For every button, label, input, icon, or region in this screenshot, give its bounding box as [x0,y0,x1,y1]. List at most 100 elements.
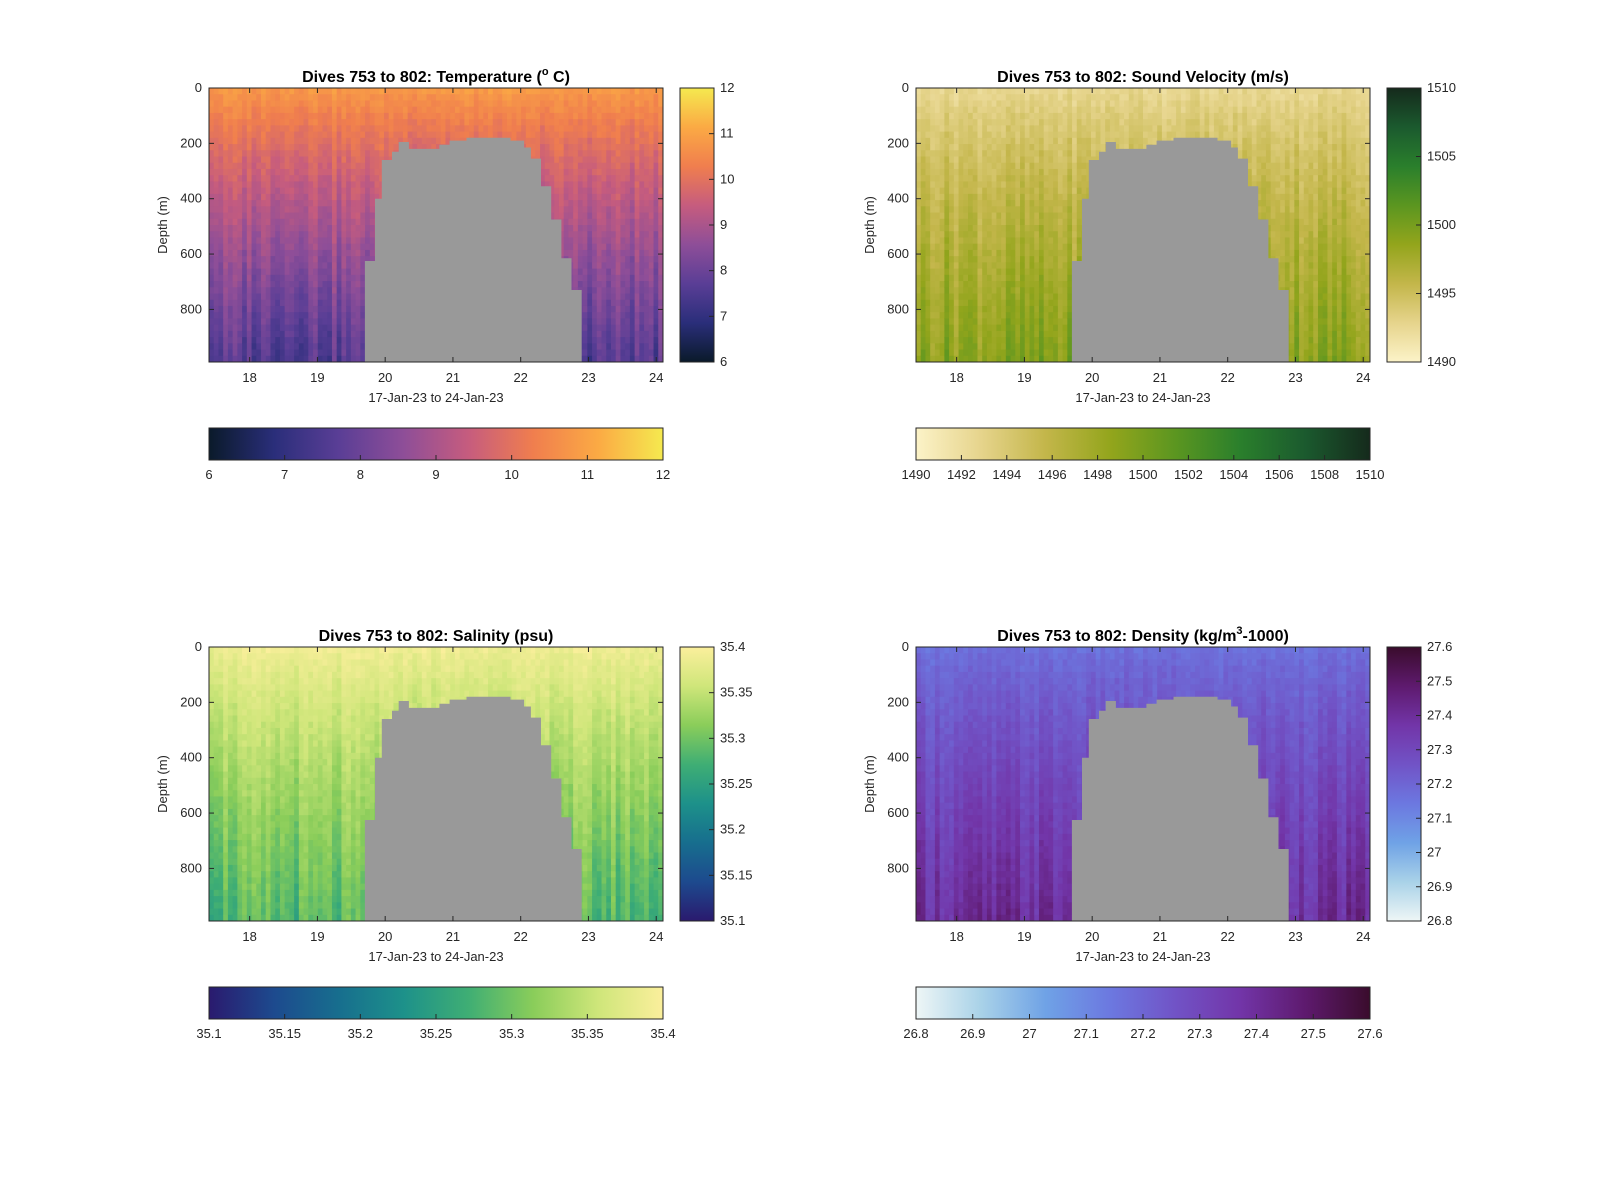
heatmap-cell [454,106,461,114]
heatmap-cell [331,206,338,214]
heatmap-cell [986,256,993,263]
heatmap-cell [944,231,950,239]
heatmap-cell [563,249,570,257]
heatmap-cell [958,305,964,313]
heatmap-cell [563,212,570,220]
heatmap-cell [958,299,964,307]
heatmap-cell [270,293,276,301]
heatmap-cell [920,212,927,220]
heatmap-cell [417,112,423,120]
heatmap-cell [558,218,565,226]
heatmap-cell [592,256,598,263]
heatmap-cell [658,131,663,139]
heatmap-cell [497,125,503,133]
heatmap-cell [289,293,295,301]
heatmap-cell [644,150,650,158]
heatmap-cell [232,355,238,362]
heatmap-cell [209,175,215,183]
heatmap-cell [596,168,603,176]
heatmap-cell [251,162,257,170]
heatmap-cell [232,144,238,151]
heatmap-cell [944,330,950,338]
heatmap-cell [648,119,655,126]
heatmap-cell [232,249,238,257]
heatmap-cell [972,181,979,189]
heatmap-cell [648,343,655,351]
heatmap-cell [920,237,927,245]
heatmap-cell [279,225,286,232]
heatmap-cell [549,150,555,158]
heatmap-cell [549,175,555,183]
heatmap-cell [982,100,988,108]
heatmap-cell [582,305,588,313]
heatmap-cell [986,324,993,332]
heatmap-cell [279,237,286,245]
heatmap-cell [294,355,300,362]
heatmap-cell [592,156,598,164]
heatmap-cell [313,349,319,357]
heatmap-cell [350,212,357,220]
heatmap-cell [629,281,636,288]
heatmap-cell [213,262,220,270]
heatmap-cell [223,131,229,139]
heatmap-cell [298,200,305,207]
heatmap-cell [454,119,461,126]
heatmap-cell [275,256,281,263]
heatmap-cell [601,206,607,214]
heatmap-cell [497,106,503,114]
heatmap-cell [953,193,960,201]
heatmap-cell [313,343,319,351]
heatmap-cell [218,156,224,164]
heatmap-cell [336,218,343,226]
heatmap-cell [596,231,603,239]
heatmap-cell [620,268,626,276]
heatmap-cell [350,225,357,232]
heatmap-cell [958,156,964,164]
heatmap-cell [972,162,979,170]
heatmap-cell [596,88,603,95]
heatmap-cell [986,225,993,232]
heatmap-cell [601,349,607,357]
heatmap-cell [317,324,324,332]
heatmap-cell [369,125,376,133]
heatmap-cell [558,106,565,114]
heatmap-cell [275,355,281,362]
heatmap-cell [317,318,324,326]
heatmap-cell [934,274,941,282]
heatmap-cell [350,287,357,295]
heatmap-cell [355,318,361,326]
heatmap-cell [232,293,238,301]
heatmap-cell [977,218,983,226]
heatmap-cell [601,256,607,263]
heatmap-cell [620,355,626,362]
heatmap-cell [218,100,224,108]
heatmap-cell [322,293,328,301]
heatmap-cell [939,112,945,120]
heatmap-cell [582,206,588,214]
heatmap-cell [568,150,574,158]
heatmap-cell [986,156,993,164]
heatmap-cell [625,349,631,357]
heatmap-cell [336,144,343,151]
heatmap-cell [549,137,555,145]
heatmap-cell [303,175,309,183]
heatmap-cell [294,324,300,332]
heatmap-cell [497,100,503,108]
heatmap-cell [218,237,224,245]
heatmap-cell [601,231,607,239]
colorbar-tick-label: 8 [720,263,727,278]
heatmap-cell [558,125,565,133]
heatmap-cell [554,187,560,195]
heatmap-cell [303,281,309,288]
heatmap-cell [615,355,622,362]
heatmap-cell [582,337,588,344]
heatmap-cell [365,193,371,201]
heatmap-cell [986,193,993,201]
heatmap-cell [648,293,655,301]
heatmap-cell [601,305,607,313]
heatmap-cell [610,175,617,183]
heatmap-cell [963,112,969,120]
heatmap-cell [289,262,295,270]
heatmap-cell [563,206,570,214]
heatmap-cell [634,94,640,102]
